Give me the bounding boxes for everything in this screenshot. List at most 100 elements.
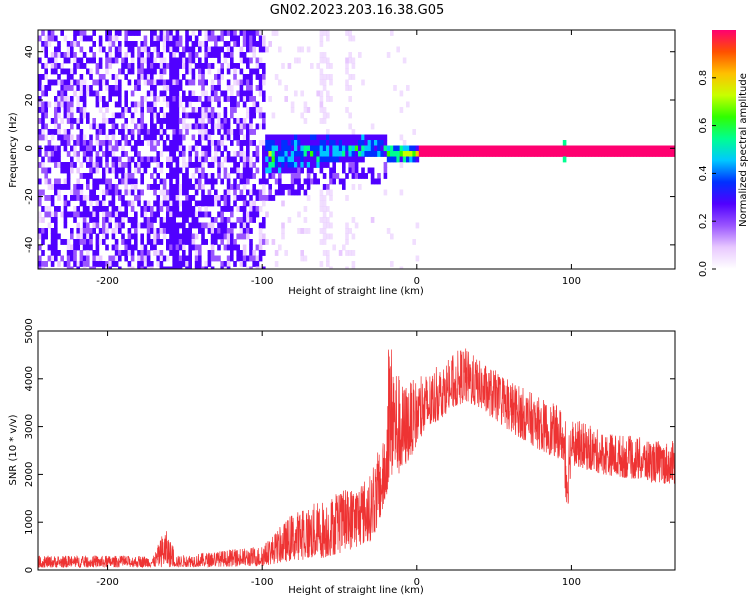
heatmap-cell: [92, 261, 96, 267]
heatmap-cell: [537, 151, 541, 157]
heatmap-cell: [201, 118, 205, 124]
heatmap-cell: [108, 145, 112, 152]
heatmap-cell: [102, 239, 106, 245]
heatmap-cell: [118, 167, 122, 174]
heatmap-cell: [306, 145, 311, 152]
heatmap-cell: [156, 156, 160, 163]
heatmap-cell: [95, 222, 100, 229]
heatmap-cell: [422, 145, 426, 152]
heatmap-cell: [175, 156, 180, 163]
heatmap-cell: [44, 173, 48, 179]
heatmap-cell: [399, 107, 404, 113]
heatmap-cell: [70, 123, 74, 130]
heatmap-cell: [108, 266, 112, 269]
heatmap-cell: [127, 217, 132, 223]
heatmap-cell: [242, 74, 247, 80]
heatmap-cell: [166, 266, 170, 269]
heatmap-cell: [86, 151, 90, 157]
heatmap-cell: [73, 217, 77, 223]
heatmap-cell: [242, 217, 247, 223]
heatmap-cell: [342, 35, 346, 42]
heatmap-cell: [198, 178, 202, 185]
heatmap-cell: [230, 244, 234, 251]
heatmap-cell: [249, 68, 253, 75]
heatmap-cell: [121, 107, 125, 113]
heatmap-cell: [230, 156, 234, 163]
heatmap-cell: [175, 68, 180, 75]
heatmap-cell: [60, 239, 64, 245]
heatmap-cell: [38, 228, 42, 234]
heatmap-cell: [44, 206, 48, 212]
heatmap-cell: [236, 90, 240, 97]
heatmap-cell: [153, 145, 157, 152]
heatmap-cell: [223, 200, 228, 207]
heatmap-cell: [114, 156, 119, 163]
heatmap-cell: [73, 30, 77, 36]
heatmap-cell: [306, 173, 311, 179]
heatmap-cell: [233, 239, 237, 245]
heatmap-cell: [159, 118, 164, 124]
heatmap-cell: [92, 30, 96, 36]
heatmap-cell: [137, 129, 141, 135]
heatmap-cell: [134, 151, 138, 157]
heatmap-cell: [114, 211, 119, 218]
heatmap-cell: [114, 184, 119, 190]
heatmap-cell: [652, 151, 656, 157]
heatmap-cell: [169, 118, 173, 124]
heatmap-cell: [66, 41, 71, 47]
heatmap-cell: [434, 145, 439, 152]
heatmap-cell: [287, 184, 292, 190]
heatmap-cell: [322, 151, 327, 157]
heatmap-cell: [156, 206, 160, 212]
heatmap-cell: [121, 145, 125, 152]
heatmap-cell: [95, 178, 100, 185]
heatmap-cell: [204, 112, 208, 119]
heatmap-cell: [79, 57, 84, 64]
heatmap-cell: [63, 57, 68, 64]
heatmap-cell: [150, 101, 154, 108]
heatmap-cell: [223, 233, 228, 240]
heatmap-cell: [153, 85, 157, 91]
heatmap-cell: [98, 107, 103, 113]
heatmap-cell: [306, 107, 311, 113]
heatmap-cell: [319, 101, 324, 108]
heatmap-cell: [242, 140, 247, 146]
heatmap-cell: [210, 239, 215, 245]
heatmap-cell: [102, 261, 106, 267]
heatmap-cell: [54, 79, 58, 86]
heatmap-cell: [226, 184, 231, 190]
heatmap-cell: [201, 85, 205, 91]
heatmap-cell: [393, 85, 397, 91]
heatmap-cell: [233, 151, 237, 157]
heatmap-cell: [246, 57, 250, 64]
heatmap-cell: [246, 85, 250, 91]
heatmap-cell: [92, 222, 96, 229]
heatmap-cell: [198, 255, 202, 262]
heatmap-cell: [294, 156, 298, 163]
heatmap-cell: [514, 145, 519, 152]
heatmap-cell: [518, 145, 522, 152]
heatmap-cell: [601, 145, 605, 152]
heatmap-cell: [169, 184, 173, 190]
heatmap-cell: [178, 184, 183, 190]
heatmap-cell: [146, 52, 151, 58]
heatmap-cell: [201, 156, 205, 163]
heatmap-cell: [230, 239, 234, 245]
heatmap-cell: [57, 101, 61, 108]
heatmap-cell: [111, 211, 116, 218]
heatmap-cell: [242, 123, 247, 130]
heatmap-cell: [178, 151, 183, 157]
heatmap-cell: [146, 63, 151, 69]
heatmap-cell: [150, 239, 154, 245]
heatmap-cell: [367, 151, 372, 157]
heatmap-cell: [63, 261, 68, 267]
heatmap-cell: [102, 178, 106, 185]
heatmap-cell: [118, 206, 122, 212]
heatmap-cell: [182, 134, 186, 141]
heatmap-cell: [191, 79, 196, 86]
heatmap-cell: [284, 134, 288, 141]
heatmap-cell: [198, 162, 202, 168]
heatmap-cell: [246, 173, 250, 179]
heatmap-cell: [114, 145, 119, 152]
heatmap-cell: [105, 52, 109, 58]
